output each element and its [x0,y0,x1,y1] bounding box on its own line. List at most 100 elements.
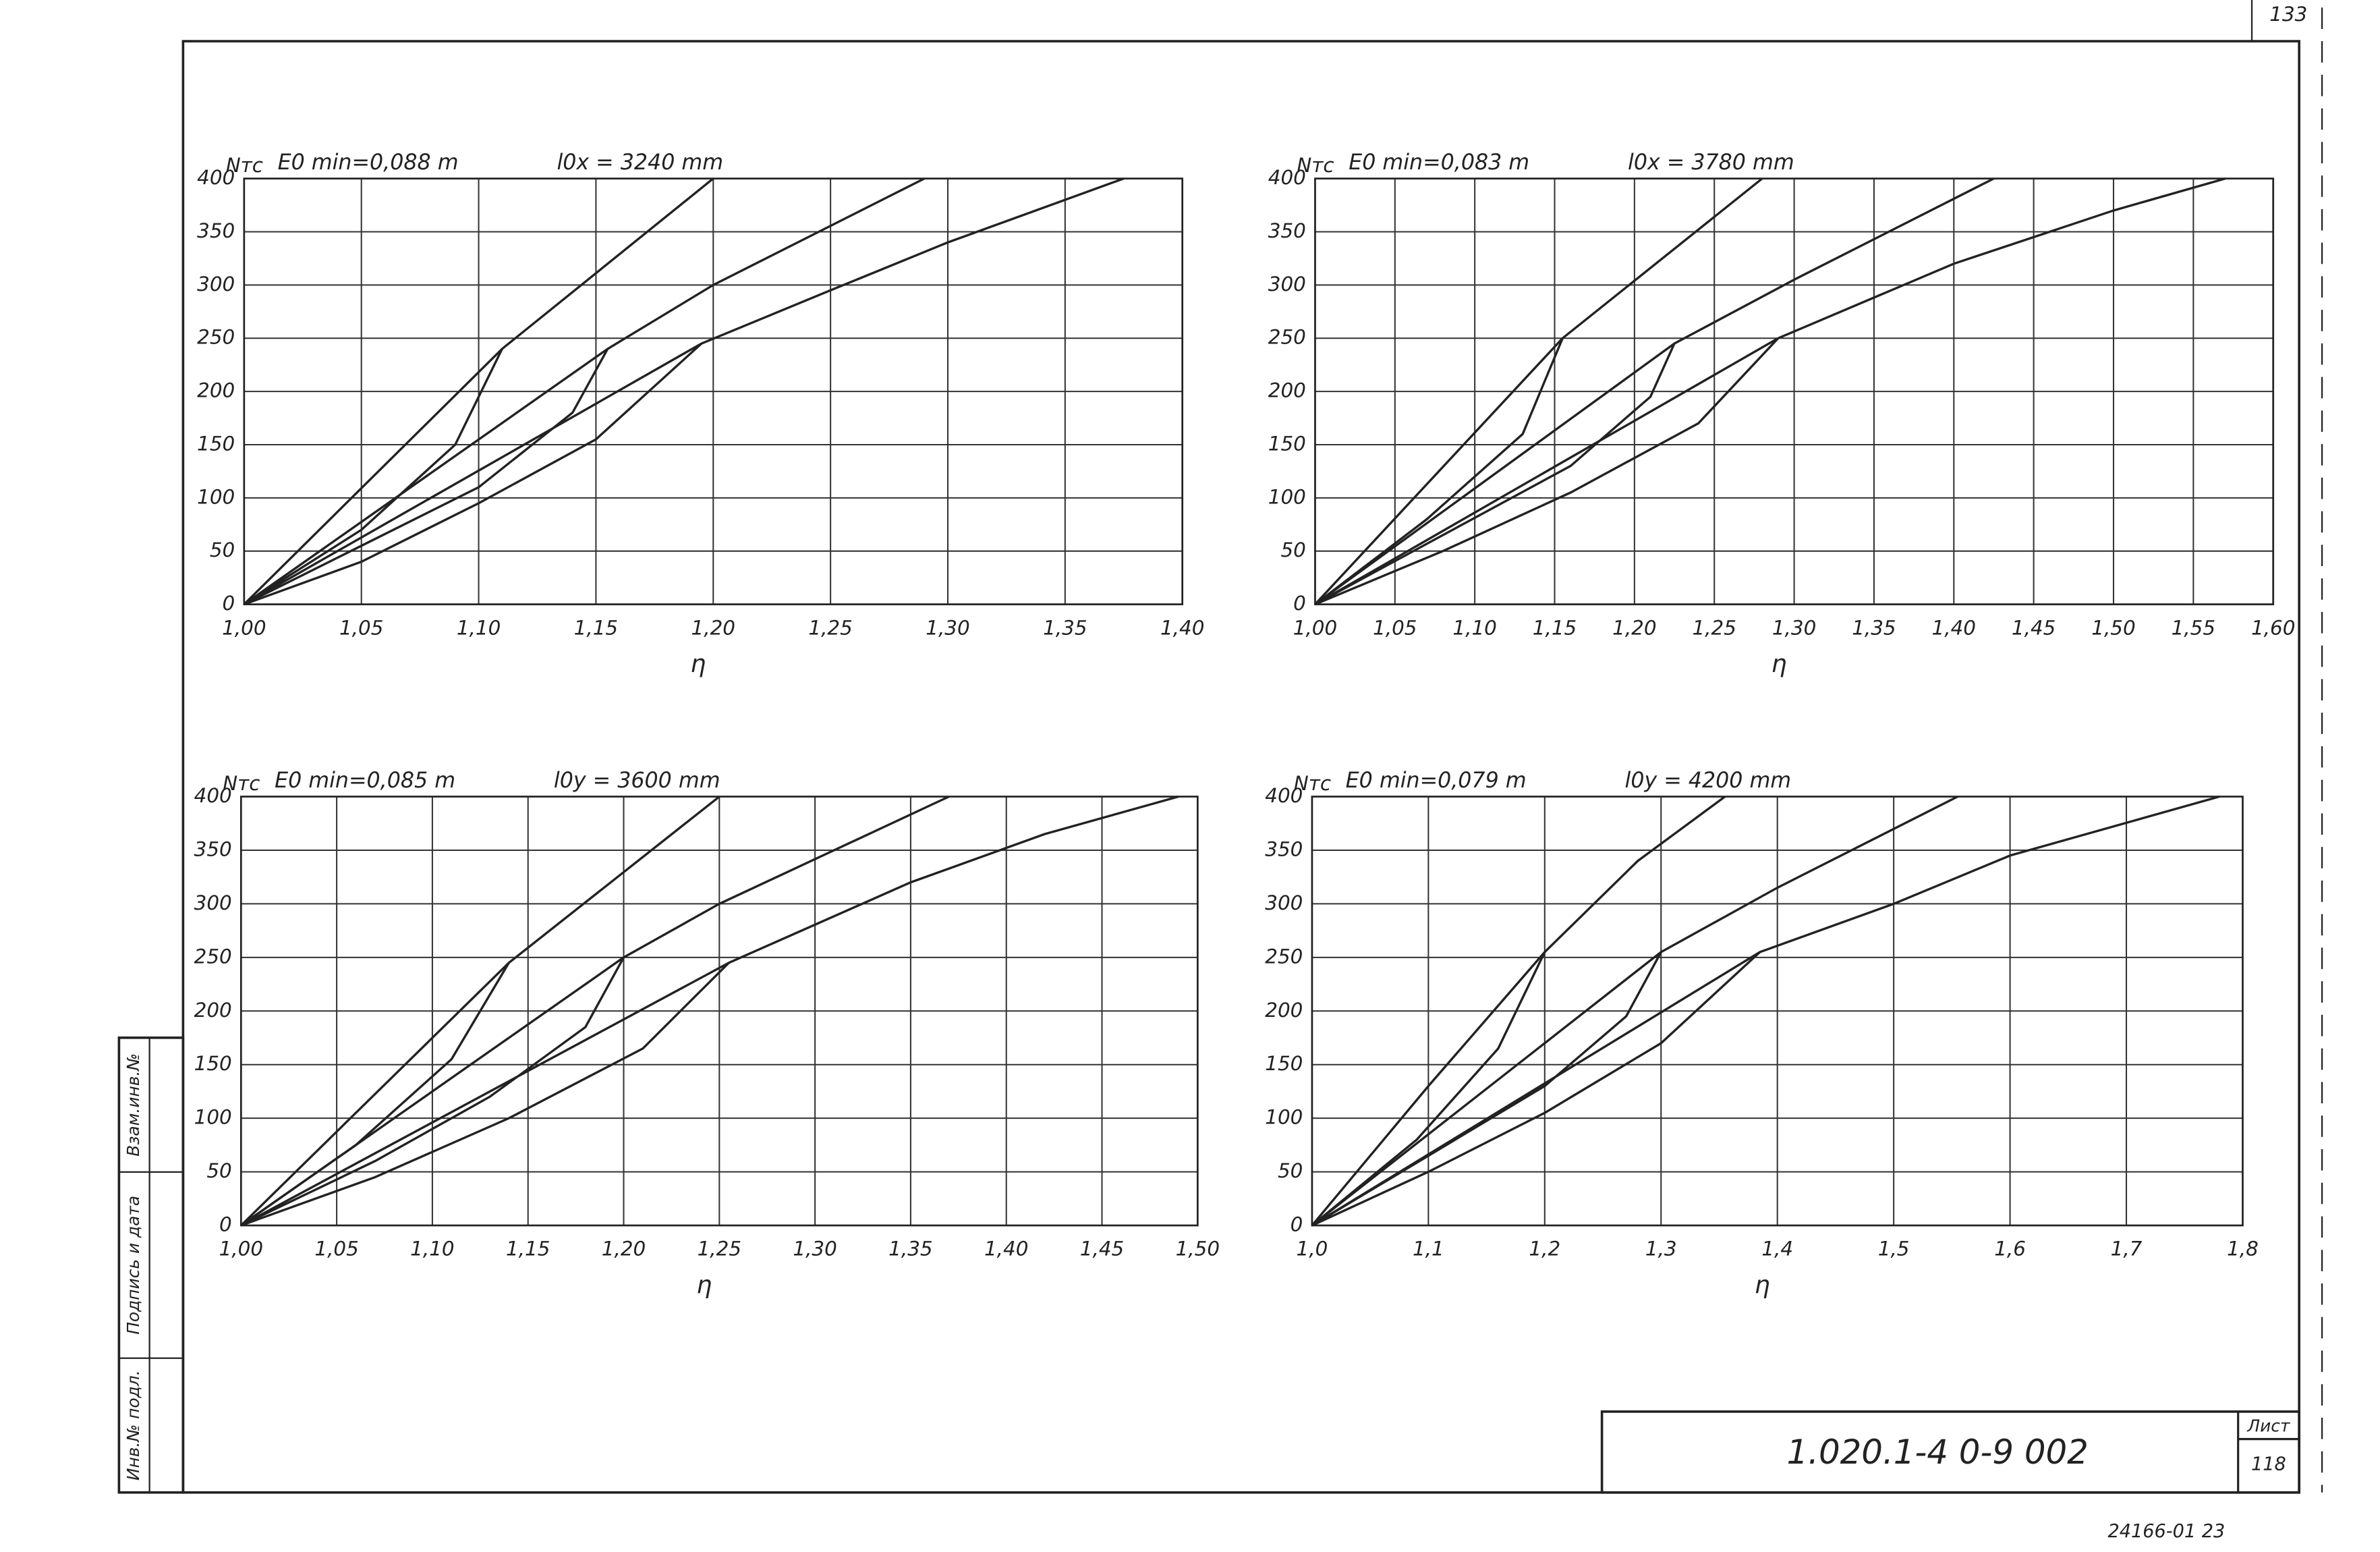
y-tick-label: 50 [1280,538,1305,561]
x-tick-label: 1,35 [1043,616,1087,639]
x-tick-label: 1,10 [1452,616,1496,639]
y-tick-label: 350 [1268,219,1306,242]
curve [1311,796,1958,1227]
x-tick-label: 1,25 [698,1238,741,1260]
x-tick-label: 1,15 [506,1238,550,1260]
x-tick-label: 1,0 [1297,1238,1328,1260]
x-axis-label: η [690,649,706,678]
y-tick-label: 50 [210,538,235,561]
plot-frame [1314,177,2275,605]
x-tick-label: 1,50 [1176,1238,1220,1260]
x-axis-label: η [696,1270,712,1299]
y-tick-label: 0 [223,592,235,615]
y-tick-label: 300 [197,273,235,296]
sheet-label: Лист [2246,1416,2291,1436]
y-tick-label: 350 [1265,837,1303,860]
y-tick-label: 250 [1268,326,1306,349]
y-axis-label: Nтс [1294,772,1331,795]
y-axis-label: Nтс [223,772,260,795]
chart-title: E0 min=0,088 m [278,150,459,175]
x-tick-label: 1,35 [1852,616,1896,639]
y-tick-label: 150 [194,1052,232,1075]
y-tick-label: 150 [197,432,235,455]
curve [1311,951,1546,1227]
side-stamp-label: Подпись и дата [123,1196,143,1335]
x-tick-label: 1,60 [2251,616,2295,639]
curve [240,962,730,1227]
plot-frame [243,177,1184,605]
x-tick-label: 1,30 [793,1238,837,1260]
curve [243,177,925,605]
x-tick-label: 1,4 [1761,1238,1793,1260]
y-tick-label: 200 [1268,379,1306,402]
x-tick-label: 1,8 [2227,1238,2259,1260]
x-tick-label: 1,30 [926,616,969,639]
curve [240,795,950,1227]
y-tick-label: 150 [1265,1052,1303,1075]
x-tick-label: 1,00 [1293,616,1337,639]
x-tick-label: 1,3 [1645,1238,1677,1260]
x-tick-label: 1,25 [808,616,852,639]
x-tick-label: 1,50 [2091,616,2135,639]
x-tick-label: 1,40 [1932,616,1976,639]
x-axis-label: η [1755,1270,1770,1299]
curve [240,795,1179,1227]
x-tick-label: 1,05 [1373,616,1417,639]
stamp-code: 1.020.1-4 0-9 002 [1786,1433,2088,1472]
plot-frame [239,796,1199,1227]
y-tick-label: 100 [194,1106,232,1129]
x-tick-label: 1,7 [2111,1238,2143,1260]
x-tick-label: 1,45 [2012,616,2056,639]
y-tick-label: 400 [194,784,232,807]
y-tick-label: 100 [1268,485,1306,508]
x-tick-label: 1,05 [314,1238,358,1260]
curve [1311,795,2220,1227]
sheet-number: 118 [2251,1454,2286,1475]
frame [181,40,2300,1494]
x-tick-label: 1,15 [1533,616,1577,639]
x-tick-label: 1,00 [219,1238,263,1260]
side-stamp-label: Взам.инв.№ [123,1053,143,1157]
y-tick-label: 200 [197,379,235,402]
chart-subtitle: l0x = 3780 mm [1628,150,1794,175]
x-tick-label: 1,20 [1612,616,1656,639]
curve [1314,343,1676,606]
curve [244,177,1125,606]
x-tick-label: 1,55 [2172,616,2215,639]
x-tick-label: 1,10 [410,1238,454,1260]
page-number: 133 [2269,3,2307,26]
x-tick-label: 1,20 [602,1238,646,1260]
stamp-box [1600,1410,2300,1494]
y-tick-label: 300 [1265,891,1303,914]
x-tick-label: 1,25 [1692,616,1736,639]
curve [244,342,703,606]
y-tick-label: 0 [1291,1213,1303,1236]
y-tick-label: 200 [194,999,232,1022]
x-tick-label: 1,15 [574,616,618,639]
x-tick-label: 1,05 [339,616,383,639]
x-tick-label: 1,30 [1772,616,1816,639]
y-axis-label: Nтс [226,154,263,177]
x-tick-label: 1,2 [1529,1238,1560,1260]
y-tick-label: 50 [1278,1159,1303,1182]
x-tick-label: 1,35 [888,1238,932,1260]
curve [244,348,609,606]
curve [240,957,625,1227]
y-tick-label: 0 [1293,592,1306,615]
curve [1311,951,1761,1227]
plot-frame [1311,796,2244,1227]
y-tick-label: 100 [1265,1106,1303,1129]
x-tick-label: 1,20 [691,616,735,639]
y-tick-label: 400 [1268,166,1306,189]
x-tick-label: 1,40 [984,1238,1028,1260]
y-tick-label: 300 [194,891,232,914]
y-tick-label: 250 [1265,945,1303,968]
footer-note: 24166-01 23 [2108,1521,2226,1542]
side-stamp-label: Инв.№ подл. [123,1370,143,1480]
x-tick-label: 1,00 [222,616,266,639]
x-tick-label: 1,6 [1994,1238,2026,1260]
x-tick-label: 1,5 [1878,1238,1910,1260]
y-tick-label: 150 [1268,432,1306,455]
curve [1314,177,2226,606]
